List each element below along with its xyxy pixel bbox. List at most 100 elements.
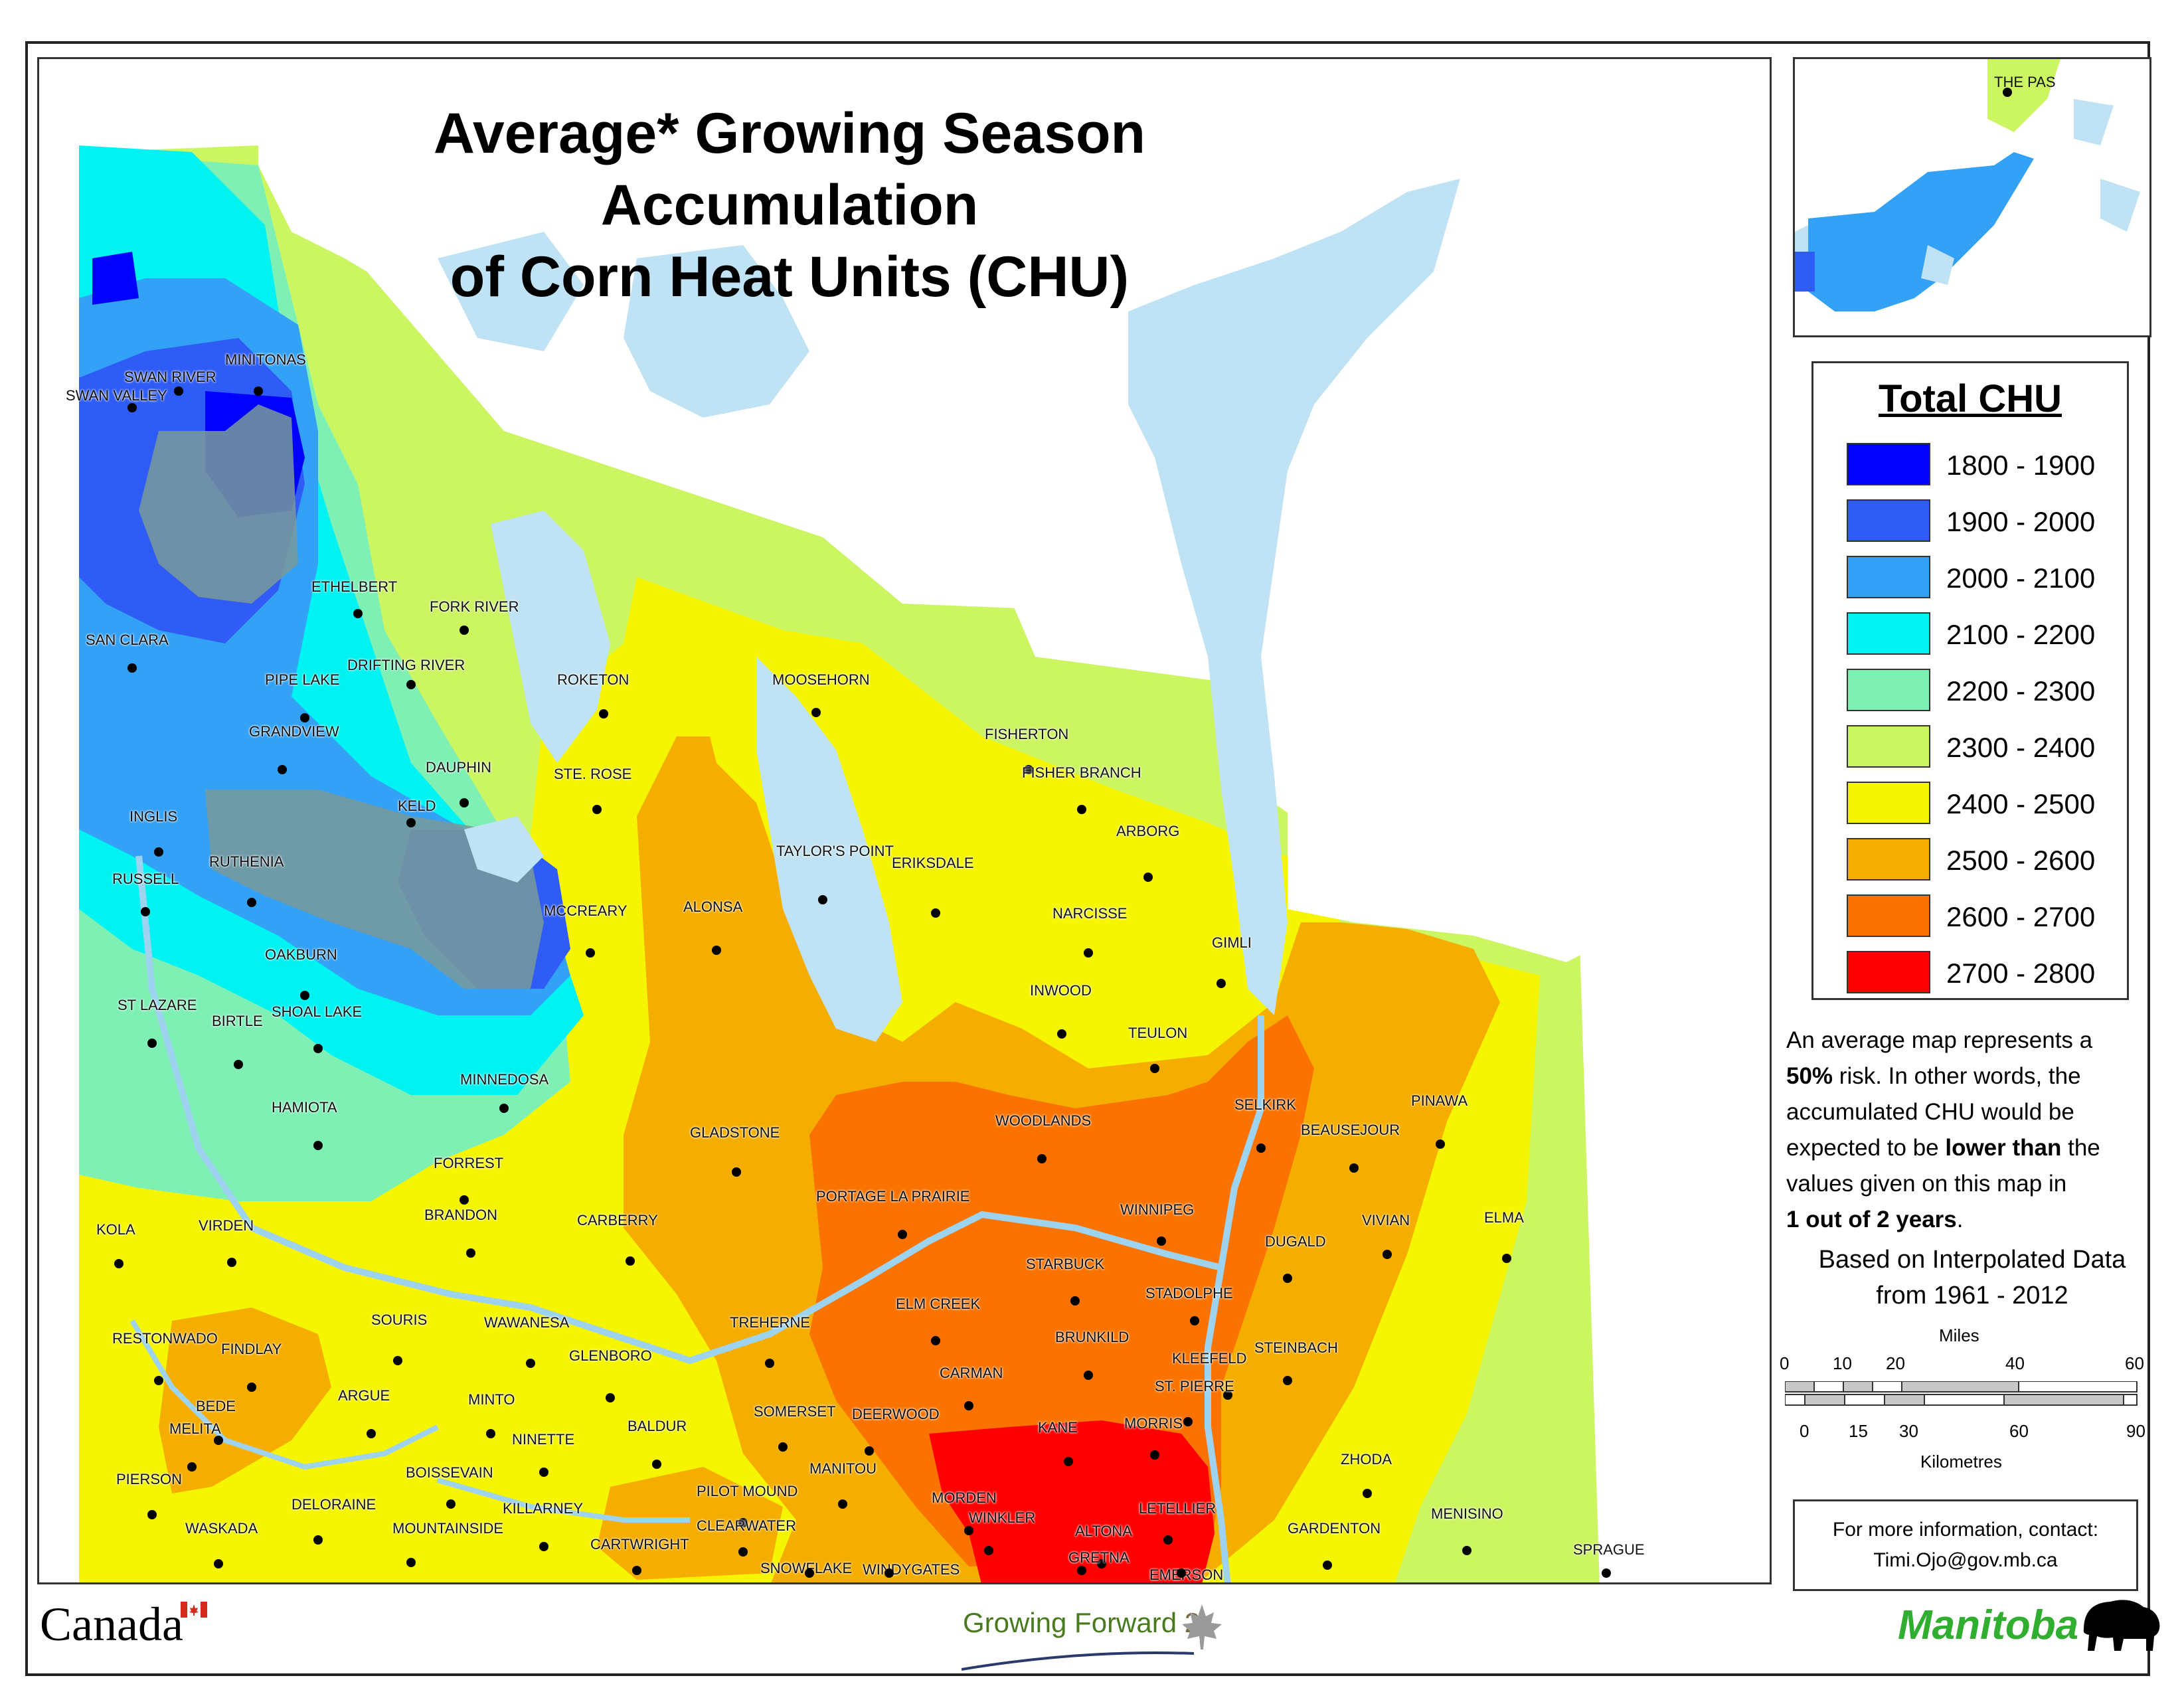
- basis-line-1: Based on Interpolated Data: [1818, 1246, 2126, 1274]
- growing-forward-logo: Growing Forward 2: [963, 1607, 1200, 1639]
- legend-item: 2400 - 2500: [1847, 782, 2126, 828]
- town-label: PORTAGE LA PRAIRIE: [816, 1188, 970, 1205]
- town-label: MINNEDOSA: [460, 1071, 549, 1088]
- town-dot: [1363, 1489, 1372, 1498]
- town-dot: [1183, 1417, 1193, 1426]
- town-dot: [1502, 1254, 1511, 1263]
- legend-swatch: [1847, 725, 1930, 768]
- town-dot: [1223, 1391, 1232, 1400]
- town-label: KILLARNEY: [503, 1500, 584, 1517]
- town-label: STEINBACH: [1254, 1339, 1338, 1356]
- town-label: MENISINO: [1431, 1505, 1503, 1522]
- town-label: SAN CLARA: [86, 632, 169, 648]
- souris-river: [129, 1319, 439, 1470]
- town-label: DEERWOOD: [852, 1406, 940, 1422]
- town-dot: [313, 1535, 323, 1545]
- town-label: OAKBURN: [265, 946, 337, 963]
- inset-lake-3: [2100, 179, 2140, 232]
- legend-label: 1800 - 1900: [1946, 450, 2096, 481]
- lake-winnipegosis: [491, 511, 610, 763]
- town-dot: [460, 798, 469, 807]
- contact-box: For more information, contact: Timi.Ojo@…: [1793, 1499, 2138, 1591]
- legend-label: 2100 - 2200: [1946, 619, 2096, 650]
- town-label: MINITONAS: [225, 351, 306, 368]
- town-dot: [1150, 1064, 1159, 1073]
- town-label: NINETTE: [512, 1431, 575, 1448]
- town-label: TAYLOR'S POINT: [776, 843, 894, 859]
- town-label: BALDUR: [628, 1418, 687, 1434]
- town-label: SWAN RIVER: [124, 369, 216, 385]
- town-label: ERIKSDALE: [892, 855, 974, 871]
- town-dot: [1323, 1561, 1332, 1570]
- town-label: BRUNKILD: [1055, 1329, 1130, 1345]
- town-label: PIPE LAKE: [265, 671, 340, 688]
- town-dot: [599, 709, 608, 718]
- legend-item: 2500 - 2600: [1847, 838, 2126, 885]
- pembina-river: [436, 1477, 690, 1523]
- legend-item: 2600 - 2700: [1847, 894, 2126, 941]
- town-dot: [147, 1039, 157, 1048]
- legend-item: 1800 - 1900: [1847, 443, 2126, 489]
- town-dot: [499, 1104, 509, 1113]
- scale-bar: Miles 0 10 20 40 60 0 15 30 60 90 Kilome…: [1780, 1325, 2151, 1478]
- town-dot: [187, 1462, 197, 1472]
- town-label: PILOT MOUND: [697, 1483, 798, 1499]
- town-dot: [1462, 1546, 1471, 1555]
- riding-mountain-park: [205, 790, 544, 989]
- legend-swatch: [1847, 782, 1930, 824]
- town-label: SWAN VALLEY: [66, 387, 167, 404]
- town-label: ZHODA: [1341, 1451, 1392, 1468]
- town-label: SELKIRK: [1234, 1096, 1296, 1113]
- town-label: RESTONWADO: [112, 1330, 218, 1347]
- town-label: MANITOU: [809, 1460, 877, 1477]
- town-label: HAMIOTA: [272, 1099, 337, 1116]
- town-dot: [393, 1356, 402, 1365]
- scale-km-tick-0: 0: [1800, 1421, 1809, 1441]
- town-label: GARDENTON: [1288, 1520, 1381, 1537]
- contact-email[interactable]: Timi.Ojo@gov.mb.ca: [1873, 1549, 2058, 1571]
- town-dot: [406, 1558, 416, 1567]
- inset-town-dot: [2003, 88, 2012, 97]
- chu-map: [79, 59, 1770, 1582]
- town-label: SPRAGUE: [1573, 1541, 1645, 1558]
- legend-item: 2700 - 2800: [1847, 951, 2126, 997]
- town-dot: [1070, 1296, 1080, 1306]
- town-label: DRIFTING RIVER: [347, 657, 465, 673]
- town-dot: [964, 1526, 973, 1535]
- scale-km-tick-1: 15: [1849, 1421, 1868, 1441]
- legend-label: 2000 - 2100: [1946, 562, 2096, 594]
- town-dot: [931, 908, 940, 918]
- town-dot: [1084, 948, 1093, 958]
- legend-label: 1900 - 2000: [1946, 506, 2096, 537]
- legend-swatch: [1847, 669, 1930, 711]
- note-line-6: 1 out of 2 years.: [1786, 1207, 1964, 1232]
- town-label: PINAWA: [1411, 1092, 1468, 1109]
- town-dot: [539, 1468, 548, 1477]
- town-label: ST LAZARE: [118, 997, 197, 1013]
- data-basis: Based on Interpolated Data from 1961 - 2…: [1766, 1242, 2178, 1313]
- legend-swatch: [1847, 951, 1930, 993]
- town-dot: [592, 805, 602, 814]
- town-label: TREHERNE: [730, 1314, 811, 1331]
- legend-swatch: [1847, 838, 1930, 881]
- town-label: MOUNTAINSIDE: [392, 1520, 504, 1537]
- town-dot: [818, 895, 827, 904]
- town-dot: [466, 1248, 475, 1258]
- town-label: STE. ROSE: [554, 766, 632, 782]
- town-dot: [626, 1256, 635, 1266]
- town-label: STARBUCK: [1026, 1256, 1105, 1272]
- town-label: RUSSELL: [112, 871, 179, 887]
- legend: Total CHU 1800 - 1900 1900 - 2000 2000 - 2…: [1811, 361, 2129, 1000]
- town-label: WOODLANDS: [995, 1112, 1092, 1129]
- scale-mile-tick-3: 40: [2005, 1353, 2025, 1373]
- town-label: GRETNA: [1068, 1549, 1130, 1566]
- scale-km-tick-2: 30: [1899, 1421, 1918, 1441]
- town-label: DUGALD: [1265, 1233, 1326, 1250]
- town-label: BOISSEVAIN: [406, 1464, 493, 1481]
- town-dot: [460, 626, 469, 635]
- town-dot: [805, 1568, 814, 1578]
- town-label: BEAUSEJOUR: [1301, 1122, 1400, 1138]
- town-label: INWOOD: [1030, 982, 1092, 999]
- contact-line-1: For more information, contact:: [1832, 1519, 2099, 1541]
- town-dot: [247, 898, 256, 907]
